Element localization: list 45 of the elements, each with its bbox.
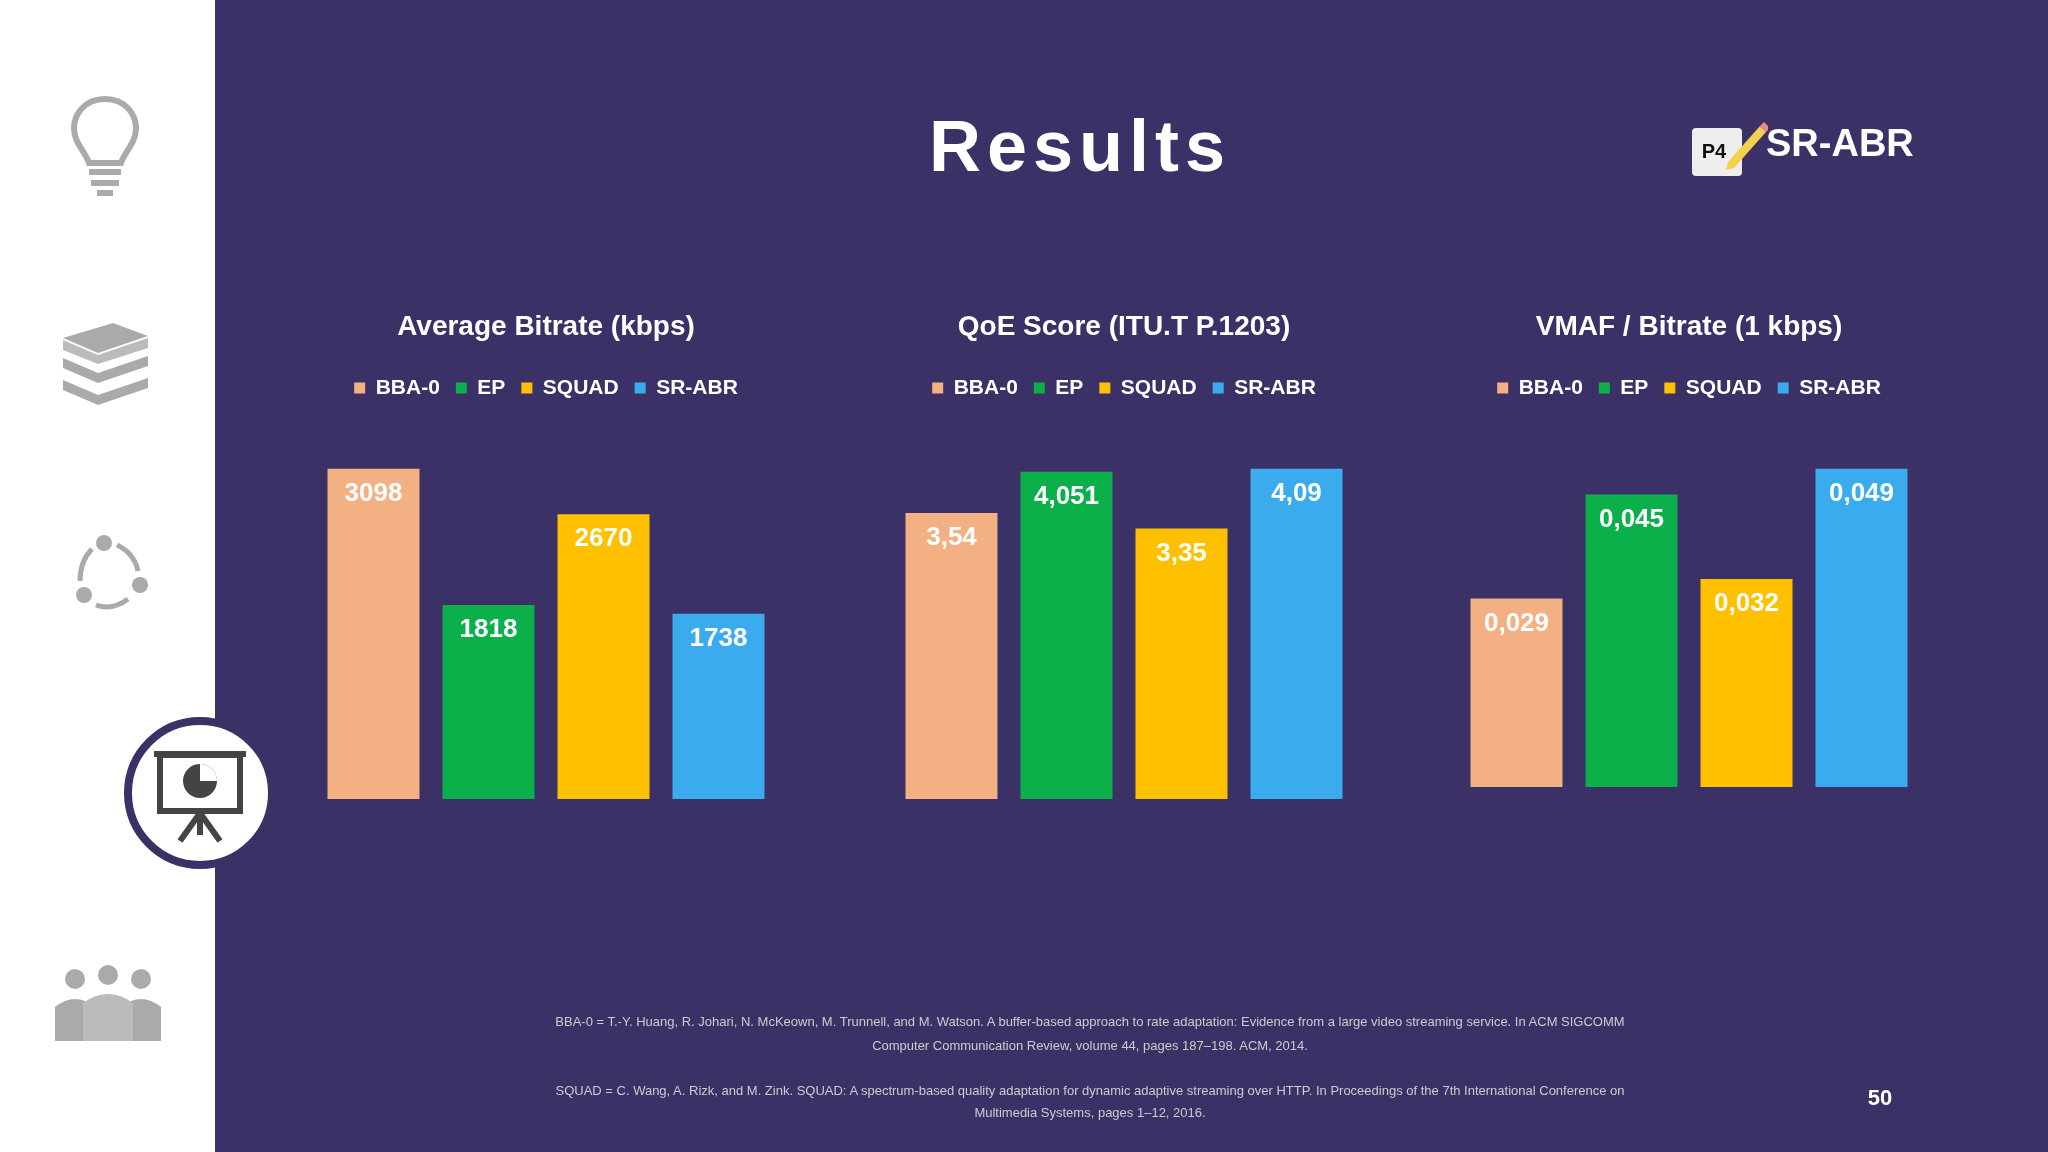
chart-title: Average Bitrate (kbps) — [397, 309, 695, 341]
bar — [1470, 598, 1563, 787]
bar — [1700, 579, 1793, 787]
text: SQUAD = C. Wang, A. Rizk, and M. Zink. SQUAD: A spectrum-based quality adaptation for dynamic adaptive streaming over HTTP. In Proceedings of the 7th International Conference on Multimedia Systems, pages 1–12, 2016. — [554, 1082, 1626, 1122]
data-label: 3098 — [344, 476, 403, 507]
legend-label: SQUAD — [1685, 374, 1762, 398]
bar — [1020, 471, 1113, 799]
bar — [442, 605, 535, 799]
bar — [327, 468, 420, 799]
data-label: 1818 — [459, 613, 518, 644]
bar — [1250, 468, 1343, 799]
bar — [1585, 494, 1678, 787]
bar — [1815, 468, 1908, 787]
chart-title: VMAF / Bitrate (1 kbps) — [1535, 309, 1843, 341]
bar — [672, 613, 765, 799]
legend-label: SQUAD — [542, 374, 619, 398]
legend-label: BBA-0 — [375, 374, 440, 398]
chart-title: QoE Score (ITU.T P.1203) — [957, 309, 1291, 341]
legend-label: SR-ABR — [1234, 374, 1316, 398]
data-label: 3,54 — [926, 521, 978, 552]
legend-label: SR-ABR — [1799, 374, 1881, 398]
text: P4 — [1700, 140, 1728, 163]
legend-label: EP — [1620, 374, 1649, 398]
legend-label: SR-ABR — [656, 374, 738, 398]
data-label: 0,049 — [1828, 476, 1895, 507]
legend-label: EP — [1055, 374, 1084, 398]
text: BBA-0 = T.-Y. Huang, R. Johari, N. McKeown, M. Trunnell, and M. Watson. A buffer-based approach to rate adaptation: Evidence from a large video streaming service. In ACM SIGCOMM Computer Communication Review, volume 44, pages 187–198. ACM, 2014. — [554, 1013, 1626, 1055]
data-label: 2670 — [574, 522, 633, 553]
bar — [905, 513, 998, 799]
legend-label: SQUAD — [1120, 374, 1197, 398]
text: Results — [927, 105, 1233, 187]
bar — [1135, 528, 1228, 799]
data-label: 0,029 — [1483, 606, 1550, 637]
bar — [557, 514, 650, 799]
legend-label: BBA-0 — [1518, 374, 1583, 398]
data-label: 4,09 — [1271, 476, 1322, 507]
data-label: 3,35 — [1156, 536, 1207, 567]
text: 50 — [1866, 1085, 1894, 1111]
data-label: 0,045 — [1598, 502, 1665, 533]
legend-label: EP — [477, 374, 506, 398]
legend-label: BBA-0 — [953, 374, 1018, 398]
text: SR-ABR — [1766, 122, 1915, 165]
data-label: 4,051 — [1033, 479, 1100, 510]
data-label: 0,032 — [1713, 587, 1780, 618]
data-label: 1738 — [689, 621, 748, 652]
